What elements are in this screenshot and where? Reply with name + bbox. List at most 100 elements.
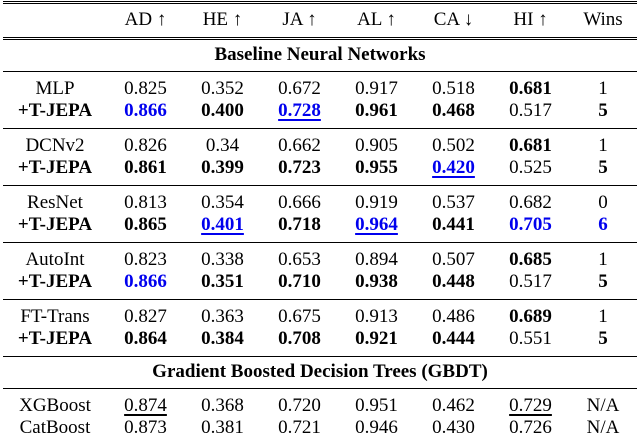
model-name: DCNv2 (25, 135, 85, 156)
value-cell: 0.813 (124, 192, 167, 213)
value-cell: 0.826 (124, 135, 167, 156)
value-cell: 0.462 (432, 395, 475, 416)
value-cell: 0.381 (201, 417, 244, 438)
value-cell: 0.723 (278, 157, 321, 178)
model-name: MLP (35, 78, 75, 99)
value-cell: 5 (598, 271, 608, 292)
model-name: CatBoost (19, 417, 91, 438)
value-cell: 0.518 (432, 78, 475, 99)
value-cell: 0.913 (355, 306, 398, 327)
value-cell: 0.551 (509, 328, 552, 349)
value-cell: 0.444 (432, 328, 475, 349)
value-cell: 0.728 (278, 100, 321, 121)
value-cell: 0.710 (278, 271, 321, 292)
value-cell: 0.823 (124, 249, 167, 270)
value-cell: 0.384 (201, 328, 244, 349)
value-cell: 0.685 (509, 249, 552, 270)
model-name: +T-JEPA (17, 214, 93, 235)
value-cell: 5 (598, 328, 608, 349)
value-cell: 1 (598, 78, 608, 99)
value-cell: 0.653 (278, 249, 321, 270)
value-cell: 0.708 (278, 328, 321, 349)
value-cell: 0.525 (509, 157, 552, 178)
table-row: AutoInt 0.823 0.338 0.653 0.894 0.507 0.685 1 (3, 243, 637, 272)
section-header-row: Gradient Boosted Decision Trees (GBDT) (3, 357, 637, 389)
value-cell: 0.401 (201, 214, 244, 235)
column-header-ja: JA ↑ (282, 9, 317, 30)
table-row: CatBoost 0.873 0.381 0.721 0.946 0.430 0.726 N/… (3, 417, 637, 441)
value-cell: 0.726 (509, 417, 552, 438)
model-name: +T-JEPA (17, 100, 93, 121)
value-cell: 0.486 (432, 306, 475, 327)
value-cell: 1 (598, 249, 608, 270)
value-cell: 0.721 (278, 417, 321, 438)
value-cell: 0.905 (355, 135, 398, 156)
value-cell: 5 (598, 157, 608, 178)
value-cell: 0.825 (124, 78, 167, 99)
value-cell: 0.448 (432, 271, 475, 292)
value-cell: 0.441 (432, 214, 475, 235)
value-cell: 0.352 (201, 78, 244, 99)
value-cell: 0.681 (509, 78, 552, 99)
value-cell: 0.938 (355, 271, 398, 292)
table-row: +T-JEPA 0.861 0.399 0.723 0.955 0.420 0.525 5 (3, 157, 637, 186)
value-cell: 0.338 (201, 249, 244, 270)
value-cell: 0.718 (278, 214, 321, 235)
value-cell: 0.955 (355, 157, 398, 178)
column-header-ca: CA ↓ (433, 9, 474, 30)
value-cell: 0.430 (432, 417, 475, 438)
value-cell: 0.681 (509, 135, 552, 156)
value-cell: 0 (598, 192, 608, 213)
column-header-ad: AD ↑ (124, 9, 167, 30)
value-cell: 0.919 (355, 192, 398, 213)
value-cell: 0.961 (355, 100, 398, 121)
value-cell: 0.705 (509, 214, 552, 235)
model-name: ResNet (27, 192, 83, 213)
value-cell: 1 (598, 306, 608, 327)
value-cell: 0.399 (201, 157, 244, 178)
model-name: AutoInt (25, 249, 85, 270)
column-header-hi: HI ↑ (513, 9, 548, 30)
table-row: MLP 0.825 0.352 0.672 0.917 0.518 0.681 1 (3, 72, 637, 101)
value-cell: 0.866 (124, 271, 167, 292)
column-header-wins: Wins (583, 9, 623, 30)
model-name: +T-JEPA (17, 328, 93, 349)
table-row: FT-Trans 0.827 0.363 0.675 0.913 0.486 0.689 1 (3, 300, 637, 329)
value-cell: 0.720 (278, 395, 321, 416)
value-cell: 0.363 (201, 306, 244, 327)
table-row: XGBoost 0.874 0.368 0.720 0.951 0.462 0.729 N/A (3, 389, 637, 418)
value-cell: 6 (598, 214, 608, 235)
value-cell: 0.351 (201, 271, 244, 292)
value-cell: 0.729 (509, 395, 552, 416)
value-cell: 0.675 (278, 306, 321, 327)
value-cell: 0.420 (432, 157, 475, 178)
header-row: AD ↑ HE ↑ JA ↑ AL ↑ CA ↓ HI ↑ Wins (3, 3, 637, 39)
value-cell: 0.917 (355, 78, 398, 99)
table-row: ResNet 0.813 0.354 0.666 0.919 0.537 0.682 0 (3, 186, 637, 215)
value-cell: N/A (586, 417, 620, 438)
column-header-model (3, 3, 107, 39)
value-cell: 0.354 (201, 192, 244, 213)
section-header-row: Baseline Neural Networks (3, 39, 637, 72)
table-row: +T-JEPA 0.866 0.400 0.728 0.961 0.468 0.517 5 (3, 100, 637, 129)
value-cell: 0.689 (509, 306, 552, 327)
results-table: AD ↑ HE ↑ JA ↑ AL ↑ CA ↓ HI ↑ Wins Basel… (3, 1, 637, 441)
value-cell: 0.827 (124, 306, 167, 327)
value-cell: 0.946 (355, 417, 398, 438)
value-cell: 0.672 (278, 78, 321, 99)
value-cell: 0.873 (124, 417, 167, 438)
column-header-al: AL ↑ (357, 9, 396, 30)
value-cell: 0.662 (278, 135, 321, 156)
column-header-he: HE ↑ (202, 9, 243, 30)
value-cell: 1 (598, 135, 608, 156)
table-row: DCNv2 0.826 0.34 0.662 0.905 0.502 0.681 1 (3, 129, 637, 158)
value-cell: 0.866 (124, 100, 167, 121)
value-cell: 0.865 (124, 214, 167, 235)
value-cell: 0.34 (205, 135, 240, 156)
section-title: Baseline Neural Networks (214, 44, 426, 65)
value-cell: 0.894 (355, 249, 398, 270)
value-cell: 0.964 (355, 214, 398, 235)
value-cell: 0.368 (201, 395, 244, 416)
table-row: +T-JEPA 0.865 0.401 0.718 0.964 0.441 0.705 6 (3, 214, 637, 243)
model-name: +T-JEPA (17, 157, 93, 178)
